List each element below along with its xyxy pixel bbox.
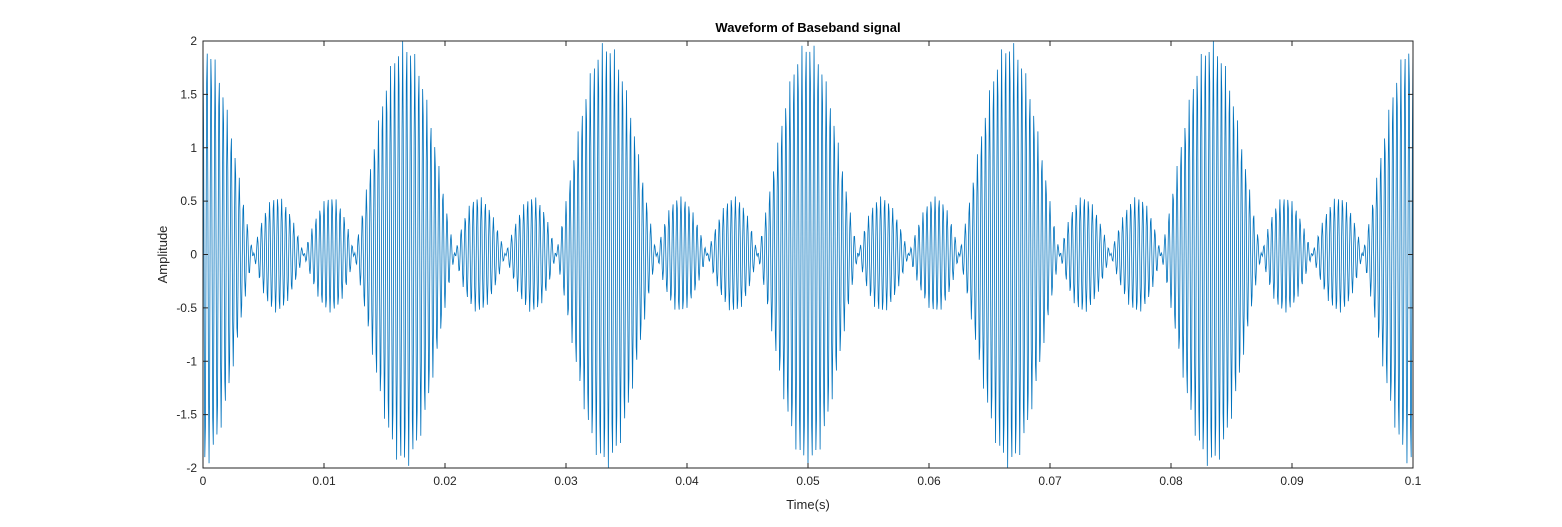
x-tick-label: 0.04 bbox=[675, 474, 699, 488]
y-tick-label: -1 bbox=[186, 354, 197, 368]
x-tick-label: 0.07 bbox=[1038, 474, 1062, 488]
y-tick-label: 0 bbox=[190, 248, 197, 262]
x-tick-label: 0.05 bbox=[796, 474, 820, 488]
y-axis: -2 -1.5 -1 -0.5 0 0.5 1 1.5 2 bbox=[176, 34, 1413, 475]
y-tick-label: -1.5 bbox=[176, 408, 197, 422]
x-tick-label: 0.06 bbox=[917, 474, 941, 488]
x-tick-label: 0.08 bbox=[1159, 474, 1183, 488]
x-tick-label: 0 bbox=[200, 474, 207, 488]
y-tick-label: 2 bbox=[190, 34, 197, 48]
x-tick-label: 0.1 bbox=[1405, 474, 1422, 488]
x-tick-label: 0.09 bbox=[1280, 474, 1304, 488]
y-tick-label: 1 bbox=[190, 141, 197, 155]
x-axis-label: Time(s) bbox=[786, 497, 830, 512]
y-tick-label: -2 bbox=[186, 461, 197, 475]
plot-area bbox=[203, 41, 1413, 468]
x-tick-label: 0.01 bbox=[312, 474, 336, 488]
y-tick-label: 0.5 bbox=[180, 194, 197, 208]
x-axis: 0 0.01 0.02 0.03 0.04 0.05 0.06 0.07 0.08 0.09 0.1 bbox=[200, 41, 1422, 488]
series-layer bbox=[203, 41, 1413, 468]
chart-title: Waveform of Baseband signal bbox=[715, 20, 900, 35]
y-tick-label: -0.5 bbox=[176, 301, 197, 315]
y-tick-label: 1.5 bbox=[180, 87, 197, 101]
x-tick-label: 0.02 bbox=[433, 474, 457, 488]
series-line bbox=[203, 41, 1413, 468]
x-tick-label: 0.03 bbox=[554, 474, 578, 488]
y-axis-label: Amplitude bbox=[155, 226, 170, 284]
